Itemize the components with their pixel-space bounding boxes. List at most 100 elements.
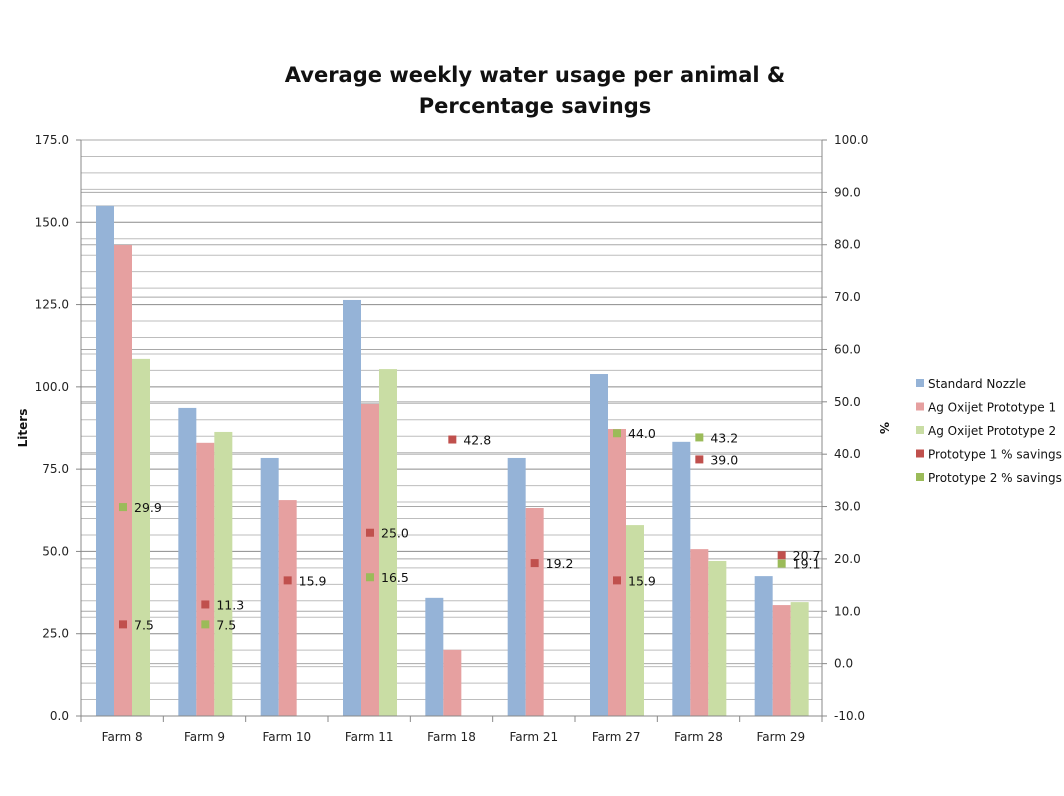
x-tick-label: Farm 27 [592,730,641,744]
legend-swatch [916,473,924,481]
bar [379,369,397,716]
y-axis-title: Liters [16,409,30,448]
y-tick-label: 100.0 [35,380,69,394]
data-label: 16.5 [381,570,409,585]
legend-swatch [916,379,924,387]
data-marker [448,435,457,444]
y-tick-label: 50.0 [42,544,69,558]
data-label: 20.7 [793,548,821,563]
y2-tick-label: -10.0 [834,709,865,723]
data-marker [613,576,621,585]
data-marker [201,600,210,609]
data-marker [119,503,127,512]
bar [772,605,791,716]
bar [507,457,526,716]
y2-tick-label: 60.0 [834,342,861,356]
y2-tick-label: 80.0 [834,238,861,252]
y-tick-label: 25.0 [42,627,69,641]
y-tick-label: 125.0 [35,298,69,312]
bar [425,597,444,716]
legend-label: Prototype 1 % savings [928,448,1062,462]
data-label: 7.5 [216,617,236,632]
chart-title-line-1: Average weekly water usage per animal & [285,63,785,87]
data-label: 43.2 [710,430,738,445]
y2-tick-label: 90.0 [834,185,861,199]
data-marker [201,620,210,629]
bar [708,560,727,716]
axes: 0.0 25.0 50.0 75.0 100.0 125.0 150.0 175.0 -10.0… [35,133,869,744]
bar [196,442,215,716]
y-tick-label: 75.0 [42,462,69,476]
data-marker [613,429,621,438]
y2-tick-label: 50.0 [834,395,861,409]
bar [361,403,379,716]
data-label: 29.9 [134,500,162,515]
bar [278,500,297,716]
y-tick-label: 175.0 [35,133,69,147]
data-label: 39.0 [710,452,738,467]
data-label: 15.9 [299,573,327,588]
x-tick-label: Farm 21 [510,730,559,744]
x-tick-label: Farm 11 [345,730,394,744]
data-label: 42.8 [463,433,491,448]
legend: Standard Nozzle Ag Oxijet Prototype 1 Ag O… [916,377,1062,485]
x-tick-label: Farm 29 [757,730,806,744]
data-marker [695,455,704,464]
data-label: 19.2 [546,556,574,571]
y2-tick-label: 10.0 [834,604,861,618]
data-marker [366,573,374,582]
data-label: 44.0 [628,426,656,441]
bar [114,244,132,716]
bar [178,407,197,716]
bar [525,507,544,716]
data-label: 19.1 [793,557,821,572]
bar [343,299,361,716]
data-marker [530,559,539,568]
bar [132,358,150,716]
y2-tick-label: 0.0 [834,657,853,671]
x-tick-label: Farm 18 [427,730,476,744]
bar [443,649,462,716]
legend-label: Ag Oxijet Prototype 2 [928,424,1056,438]
data-label: 7.5 [134,617,154,632]
marker-group: 7.5 11.3 15.9 25.0 42.8 19.2 15.9 39.0 20.7 29.9 7… [119,426,821,632]
data-label: 25.0 [381,526,409,541]
bar [590,374,608,716]
y2-tick-label: 70.0 [834,290,861,304]
bar-group [96,205,809,717]
chart-title-line-2: Percentage savings [419,94,651,118]
bar [690,549,709,716]
y-tick-label: 150.0 [35,215,69,229]
bar [754,576,773,716]
legend-swatch [916,426,924,434]
x-tick-label: Farm 10 [263,730,312,744]
legend-swatch [916,402,924,411]
bar [608,428,626,716]
y2-tick-label: 30.0 [834,500,861,514]
y-tick-label: 0.0 [50,709,69,723]
bar [96,205,114,717]
legend-swatch [916,449,924,458]
data-label: 11.3 [216,597,244,612]
y2-tick-label: 20.0 [834,552,861,566]
y2-tick-label: 40.0 [834,447,861,461]
data-marker [777,559,786,568]
data-marker [366,528,374,537]
data-marker [777,551,786,560]
bar [790,602,809,716]
legend-label: Prototype 2 % savings [928,471,1062,485]
data-marker [695,433,704,442]
data-marker [283,576,292,585]
data-marker [119,620,127,629]
legend-label: Standard Nozzle [928,377,1026,391]
data-label: 15.9 [628,573,656,588]
x-tick-label: Farm 28 [674,730,723,744]
x-tick-label: Farm 9 [184,730,225,744]
legend-label: Ag Oxijet Prototype 1 [928,401,1056,415]
y2-axis-title: % [877,422,891,434]
x-tick-label: Farm 8 [102,730,143,744]
bar [214,431,233,716]
bar [672,441,691,716]
bar [626,525,644,716]
